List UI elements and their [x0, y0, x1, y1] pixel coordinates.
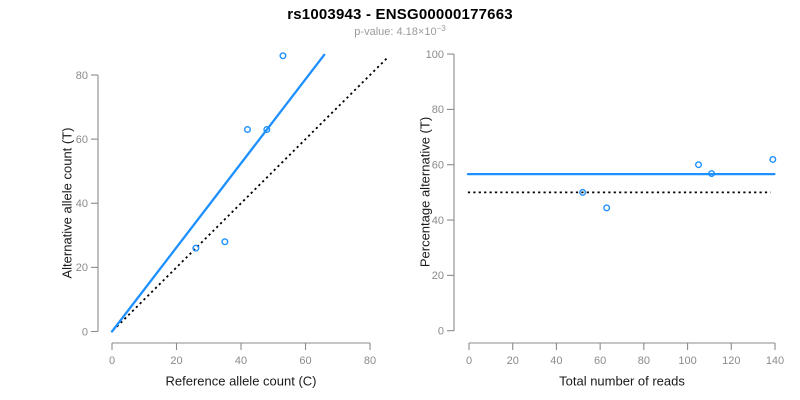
p-value-exponent: −3: [436, 24, 446, 33]
x-tick-label: 40: [550, 355, 562, 367]
x-tick-label: 40: [235, 355, 247, 367]
y-tick-label: 60: [76, 134, 88, 146]
x-tick-label: 20: [507, 355, 519, 367]
x-tick-label: 80: [638, 355, 650, 367]
data-point: [192, 244, 200, 252]
data-point: [279, 52, 287, 60]
data-point: [243, 126, 251, 134]
data-point: [769, 155, 777, 163]
page-title: rs1003943 - ENSG00000177663: [287, 6, 513, 23]
data-point: [221, 238, 229, 246]
right-y-axis-label: Percentage alternative (T): [417, 116, 433, 268]
data-point: [579, 188, 587, 196]
x-tick-label: 20: [170, 355, 182, 367]
x-tick-label: 60: [299, 355, 311, 367]
x-tick-label: 80: [364, 355, 376, 367]
data-point: [708, 170, 716, 178]
fit-line: [110, 53, 326, 333]
y-tick-label: 0: [438, 326, 444, 338]
x-tick-label: 120: [722, 355, 740, 367]
y-tick-label: 20: [76, 262, 88, 274]
left-x-axis-label: Reference allele count (C): [165, 373, 317, 389]
y-tick-label: 40: [76, 198, 88, 210]
plot-panel-percentage: 0 20 40 60 80 100 0 20 40 60 80 100 120 140: [426, 49, 785, 367]
y-tick-label: 100: [426, 49, 444, 61]
x-tick-label: 0: [466, 355, 472, 367]
y-tick-label: 80: [432, 104, 444, 116]
y-tick-label: 60: [432, 160, 444, 172]
x-tick-label: 140: [766, 355, 784, 367]
y-tick-label: 40: [432, 215, 444, 227]
data-point: [603, 204, 611, 212]
y-tick-label: 0: [82, 326, 88, 338]
p-value-text: p-value: 4.18×10: [354, 26, 437, 38]
x-tick-label: 100: [678, 355, 696, 367]
plot-panel-counts: 0 20 40 60 80 0 20 40 60 80: [76, 52, 389, 367]
x-tick-label: 0: [109, 355, 115, 367]
x-tick-label: 60: [594, 355, 606, 367]
left-y-axis-label: Alternative allele count (T): [59, 127, 75, 279]
right-x-axis-label: Total number of reads: [559, 373, 685, 389]
y-tick-label: 80: [76, 70, 88, 82]
y-tick-label: 20: [432, 270, 444, 282]
data-point: [694, 161, 702, 169]
data-point: [263, 126, 271, 134]
p-value-subtitle: p-value: 4.18×10−3: [0, 24, 800, 38]
reference-dotted-line: [116, 56, 389, 328]
